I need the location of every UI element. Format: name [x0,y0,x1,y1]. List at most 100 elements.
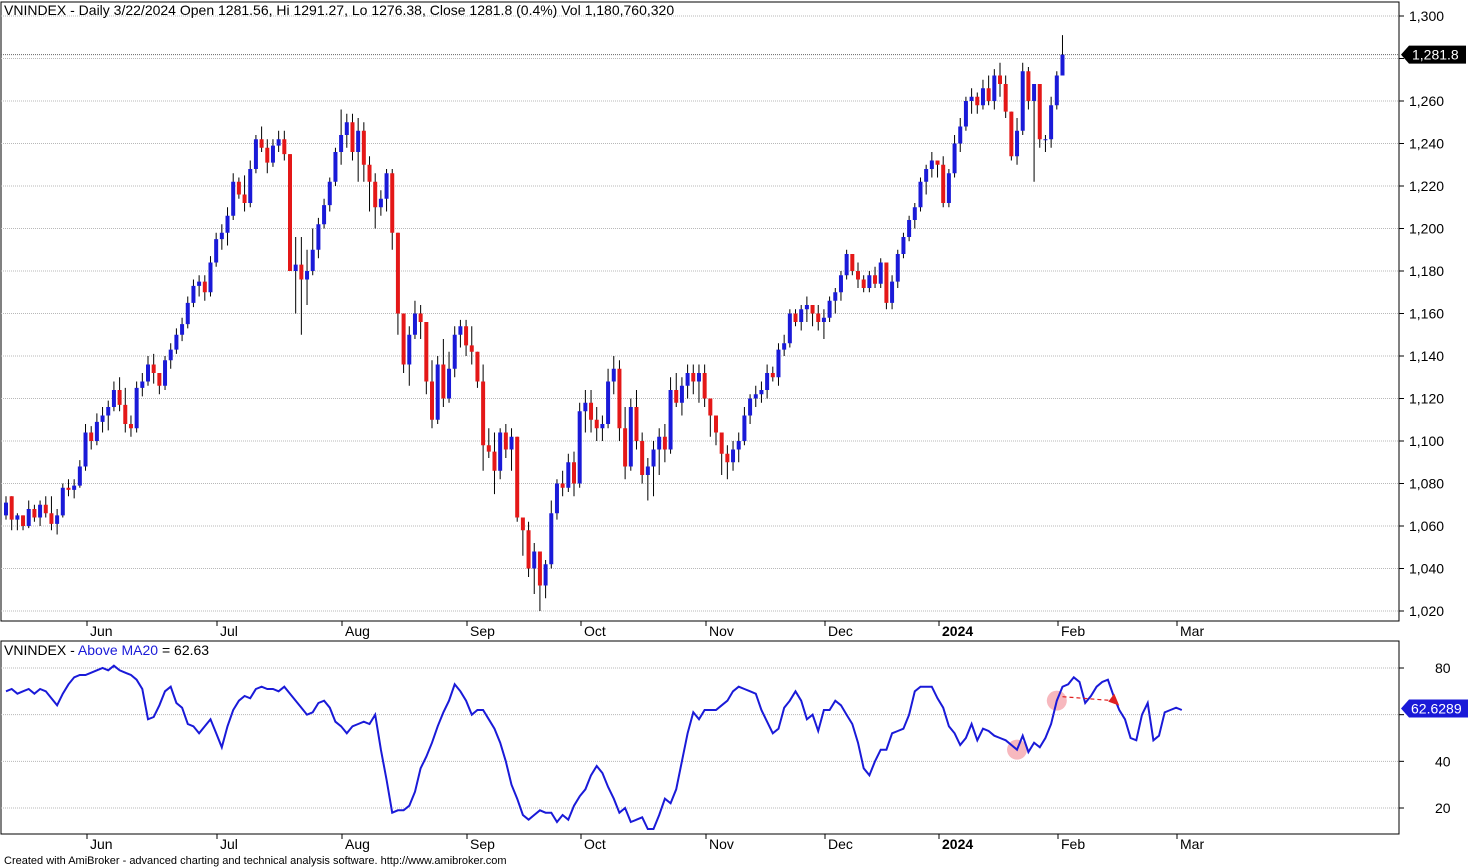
candle-body [197,281,202,286]
candle-body [191,285,196,303]
candle-body [15,515,20,520]
candle [969,88,974,114]
candle-body [878,262,883,284]
candle-body [929,160,934,169]
candle [912,203,917,229]
candle-body [895,254,900,282]
candle-body [946,173,951,203]
candle [310,228,315,276]
candle [89,426,94,450]
candle-body [9,496,14,520]
candle-body [339,135,344,152]
price-month-label: Jun [90,623,113,639]
candle-body [992,75,997,101]
candle [759,381,764,403]
candle-body [941,164,946,203]
candle-body [980,88,985,106]
candle-body [288,154,292,271]
price-last-tag: 1,281.8 [1401,45,1466,64]
candle-body [464,326,469,346]
price-month-label: Sep [470,623,495,639]
candle-body [151,364,156,373]
candle-body [128,424,133,429]
candle-body [214,239,219,263]
candle [236,177,241,199]
candle-body [856,271,860,280]
candle [151,353,156,384]
candle-body [106,407,111,416]
candle [594,407,599,441]
candle-body [26,509,31,526]
candle [980,79,985,110]
candle-body [793,313,798,322]
candle [378,190,383,216]
price-y-tick-label: 1,260 [1409,93,1444,109]
indicator-month-label: Nov [709,836,734,852]
candle-body [696,373,701,382]
candle-body [475,351,480,382]
candle-body [21,515,26,526]
candle [316,217,321,259]
candle-body [49,513,54,524]
candle-body [804,305,809,310]
candle-body [123,404,128,424]
candle [390,169,395,250]
candle-body [219,232,224,240]
candle-body [838,275,843,293]
candle [833,288,838,314]
candle [1060,35,1065,76]
candle [83,424,88,471]
candle-body [407,334,412,365]
candle-body [776,349,781,378]
candle [140,373,145,397]
candle [106,400,111,431]
candle [850,254,855,276]
candle-body [265,147,270,163]
candle-body [1026,71,1031,101]
candle-body [884,262,889,303]
candle [350,113,355,161]
candle-body [1003,84,1008,112]
candle [38,500,43,526]
candle-body [827,300,832,318]
candle-body [373,181,378,208]
candle-body [242,194,247,203]
candle-body [907,220,912,237]
candle [322,198,327,229]
candle [412,300,417,339]
candle-body [412,313,417,335]
candle [418,305,423,339]
candle-body [89,432,94,441]
candle-body [986,88,991,101]
candle [992,69,997,110]
candle-body [441,364,446,399]
indicator-month-label: Aug [345,836,370,852]
candle-body [361,130,366,165]
candle [708,398,713,437]
candle [55,509,60,535]
candle-body [231,181,236,216]
candle [509,428,514,471]
candle [787,309,792,348]
indicator-panel: 20 40 80 VNINDEX - Above MA20 = 62.63 62.6… [0,640,1468,835]
candle-body [163,360,168,386]
candle-body [469,345,474,352]
candle [543,560,548,599]
price-month-label: Feb [1061,623,1085,639]
candle [600,415,605,441]
candle [60,483,65,518]
candle [946,169,951,208]
candle [339,109,344,165]
candle-body [566,462,571,488]
candle [208,256,213,297]
candle [242,175,247,212]
price-y-tick-label: 1,080 [1409,476,1444,492]
candle-body [515,436,520,518]
candle-body [691,373,696,382]
candle-body [1032,84,1037,101]
candle [94,413,99,446]
candle [401,313,406,373]
candle [503,424,508,458]
candle-body [861,279,866,288]
candle-body [537,551,542,586]
